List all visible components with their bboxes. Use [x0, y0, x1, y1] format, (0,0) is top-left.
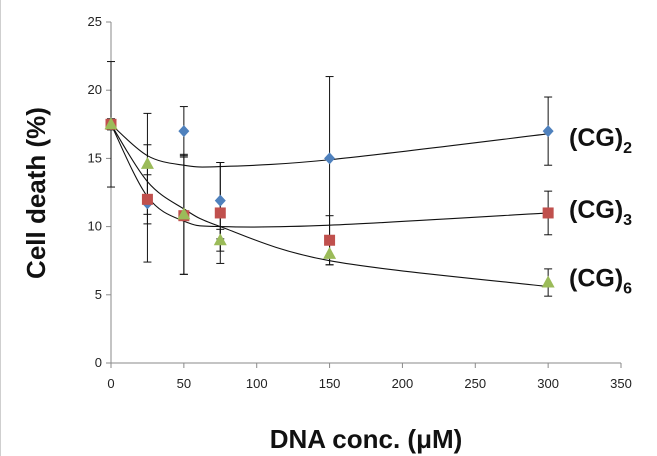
- y-tick-label: 25: [88, 14, 102, 29]
- triangle-marker: [541, 275, 555, 288]
- square-marker: [324, 234, 336, 246]
- series-label-subscript: 2: [623, 140, 632, 157]
- y-axis-title: Cell death (%): [21, 107, 51, 279]
- square-marker: [214, 207, 226, 219]
- square-marker: [141, 193, 153, 205]
- y-tick-label: 10: [88, 219, 102, 234]
- x-tick-label: 350: [610, 376, 632, 391]
- square-marker: [542, 207, 554, 219]
- x-tick-label: 150: [319, 376, 341, 391]
- data-points: [104, 117, 555, 288]
- triangle-marker: [323, 246, 337, 259]
- triangle-marker: [213, 233, 227, 246]
- diamond-marker: [178, 125, 190, 138]
- diamond-marker: [214, 194, 226, 207]
- series-label: (CG)2: [569, 124, 632, 157]
- x-tick-label: 250: [464, 376, 486, 391]
- series-label-base: (CG): [569, 124, 623, 152]
- y-tick-label: 5: [95, 287, 102, 302]
- x-axis-title: DNA conc. (μM): [270, 424, 463, 454]
- diamond-marker: [324, 152, 336, 165]
- x-tick-label: 200: [392, 376, 414, 391]
- diamond-marker: [542, 125, 554, 138]
- x-tick-label: 0: [107, 376, 114, 391]
- series-label-subscript: 6: [623, 280, 632, 297]
- series-label: (CG)6: [569, 264, 632, 297]
- x-tick-label: 50: [177, 376, 191, 391]
- y-tick-label: 0: [95, 355, 102, 370]
- x-tick-label: 300: [537, 376, 559, 391]
- x-tick-label: 100: [246, 376, 268, 391]
- triangle-marker: [140, 156, 154, 169]
- error-bars: [107, 61, 553, 297]
- triangle-marker: [177, 207, 191, 220]
- series-label: (CG)3: [569, 196, 632, 229]
- series-label-base: (CG): [569, 196, 623, 224]
- series-labels: (CG)2(CG)3(CG)6: [569, 124, 632, 297]
- series-label-base: (CG): [569, 264, 623, 292]
- y-tick-label: 20: [88, 82, 102, 97]
- triangle-marker: [104, 117, 118, 130]
- y-tick-label: 15: [88, 150, 102, 165]
- series-label-subscript: 3: [623, 212, 632, 229]
